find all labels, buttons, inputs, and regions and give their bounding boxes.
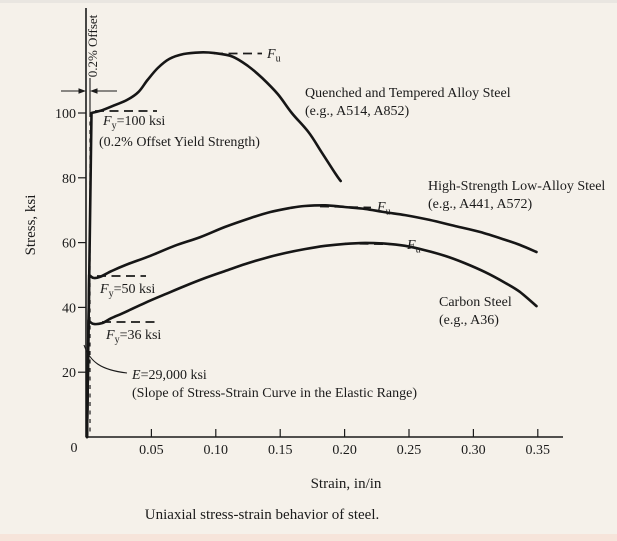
- offset-arrow-right-head-icon: [90, 88, 98, 94]
- x-tick-label: 0.30: [461, 443, 486, 458]
- x-axis-title: Strain, in/in: [311, 476, 382, 492]
- curve-label-qt-line1: Quenched and Tempered Alloy Steel: [305, 86, 511, 101]
- curve-qt: [85, 51, 342, 439]
- modulus-leader-line: [83, 344, 128, 374]
- y-tick-label: 80: [62, 172, 76, 187]
- x-tick-label: 0: [71, 441, 78, 456]
- curve-hsla: [85, 203, 538, 439]
- scan-edge-bottom: [0, 534, 617, 541]
- modulus-label: E=29,000 ksi: [131, 368, 207, 383]
- fu-label-hsla: Fu: [376, 200, 391, 218]
- y-tick-label: 100: [55, 107, 76, 122]
- curve-label-carbon-line1: Carbon Steel: [439, 295, 512, 310]
- fu-label-qt: Fu: [266, 47, 281, 65]
- fu-label-carbon: Fu: [406, 238, 421, 256]
- stress-strain-curves: [85, 51, 538, 439]
- x-tick-label: 0.10: [204, 443, 229, 458]
- y-tick-label: 40: [62, 301, 76, 316]
- x-tick-label: 0.05: [139, 443, 164, 458]
- figure-caption: Uniaxial stress-strain behavior of steel…: [145, 507, 380, 523]
- y-axis-ticks: 20 40 60 80 100: [55, 107, 86, 381]
- y-axis-title: Stress, ksi: [23, 195, 39, 256]
- curve-label-qt-line2: (e.g., A514, A852): [305, 104, 410, 119]
- fy50-label: Fy=50 ksi: [99, 282, 155, 300]
- fy36-label: Fy=36 ksi: [105, 328, 161, 346]
- x-tick-label: 0.25: [397, 443, 422, 458]
- y-tick-label: 20: [62, 366, 76, 381]
- offset-label: 0.2% Offset: [85, 14, 100, 77]
- x-tick-label: 0.20: [332, 443, 357, 458]
- y-tick-label: 60: [62, 237, 76, 252]
- curve-label-hsla-line1: High-Strength Low-Alloy Steel: [428, 179, 605, 194]
- offset-arrow-left-head-icon: [78, 88, 86, 94]
- x-tick-label: 0.15: [268, 443, 293, 458]
- curve-label-carbon-line2: (e.g., A36): [439, 313, 499, 328]
- modulus-note: (Slope of Stress-Strain Curve in the Ela…: [132, 386, 417, 401]
- fy100-label: Fy=100 ksi: [102, 114, 165, 132]
- curve-label-hsla-line2: (e.g., A441, A572): [428, 197, 533, 212]
- curve-carbon: [85, 241, 538, 439]
- x-axis-ticks: 0 0.05 0.10 0.15 0.20 0.25 0.30 0.35: [71, 429, 551, 458]
- fy100-note: (0.2% Offset Yield Strength): [99, 135, 260, 150]
- scan-edge-top: [0, 0, 617, 3]
- x-tick-label: 0.35: [526, 443, 551, 458]
